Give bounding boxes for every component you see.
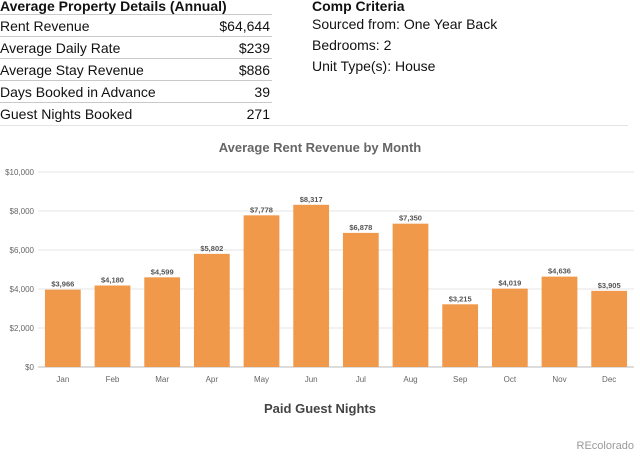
- y-tick-label: $2,000: [10, 324, 35, 333]
- bar-apr: [193, 253, 230, 367]
- chart-bars: [44, 204, 628, 367]
- bar-jan: [44, 289, 81, 367]
- x-tick-label: Nov: [552, 375, 566, 384]
- bar-dec: [591, 290, 628, 367]
- bar-value-label: $3,215: [449, 294, 472, 303]
- chart-y-axis: $0 $2,000 $4,000 $6,000 $8,000 $10,000: [5, 168, 34, 372]
- x-tick-label: Jan: [56, 375, 69, 384]
- x-tick-label: Feb: [106, 375, 120, 384]
- comp-criteria-title: Comp Criteria: [312, 0, 405, 14]
- bar-nov: [541, 276, 578, 367]
- bar-value-label: $5,802: [200, 244, 223, 253]
- details-title: Average Property Details (Annual): [0, 0, 227, 14]
- chart-gridlines: [38, 171, 634, 368]
- detail-value: $239: [238, 39, 270, 56]
- rent-revenue-chart: Average Rent Revenue by Month $0 $2,000 $4…: [5, 140, 634, 384]
- bar-value-label: $7,778: [250, 205, 273, 214]
- detail-label: Average Daily Rate: [0, 39, 121, 56]
- x-tick-label: Oct: [504, 375, 517, 384]
- bar-sep: [442, 304, 479, 367]
- x-tick-label: Sep: [453, 375, 468, 384]
- y-tick-label: $6,000: [10, 246, 35, 255]
- y-tick-label: $0: [25, 363, 34, 372]
- comp-criteria-unit-type: Unit Type(s): House: [312, 58, 436, 74]
- detail-row-average-stay-revenue: Average Stay Revenue $886: [0, 58, 272, 80]
- bar-value-label: $4,180: [101, 275, 124, 284]
- chart-x-axis: Jan Feb Mar Apr May Jun Jul Aug Sep Oct Nov Dec: [56, 375, 616, 384]
- bar-value-label: $8,317: [300, 195, 323, 204]
- paid-guest-nights-title: Paid Guest Nights: [264, 401, 376, 416]
- y-tick-label: $10,000: [5, 168, 34, 177]
- detail-label: Rent Revenue: [0, 17, 90, 34]
- bar-mar: [144, 277, 181, 367]
- x-tick-label: Aug: [403, 375, 417, 384]
- x-tick-label: Apr: [206, 375, 219, 384]
- comp-criteria-bedrooms: Bedrooms: 2: [312, 37, 392, 53]
- x-tick-label: Jun: [305, 375, 318, 384]
- bar-value-label: $4,599: [151, 267, 174, 276]
- detail-row-average-daily-rate: Average Daily Rate $239: [0, 36, 272, 58]
- section-divider: [0, 125, 628, 126]
- bar-jun: [293, 204, 330, 367]
- property-details-table: Average Property Details (Annual) Rent R…: [0, 0, 272, 124]
- x-tick-label: Mar: [155, 375, 169, 384]
- x-tick-label: Jul: [356, 375, 366, 384]
- bar-value-label: $4,636: [548, 267, 571, 276]
- bar-jul: [342, 232, 379, 367]
- detail-value: 271: [246, 105, 270, 122]
- detail-value: 39: [254, 83, 270, 100]
- y-tick-label: $4,000: [10, 285, 35, 294]
- bar-value-label: $3,905: [598, 281, 621, 290]
- y-tick-label: $8,000: [10, 207, 35, 216]
- bar-value-label: $7,350: [399, 214, 422, 223]
- comp-criteria: Comp Criteria Sourced from: One Year Bac…: [312, 0, 632, 77]
- detail-value: $886: [238, 61, 270, 78]
- detail-label: Days Booked in Advance: [0, 83, 156, 100]
- detail-label: Average Stay Revenue: [0, 61, 144, 78]
- bar-value-label: $3,966: [51, 280, 74, 289]
- detail-value: $64,644: [219, 17, 270, 34]
- detail-label: Guest Nights Booked: [0, 105, 133, 122]
- bar-value-label: $6,878: [349, 223, 372, 232]
- bar-aug: [392, 223, 429, 367]
- x-tick-label: Dec: [602, 375, 616, 384]
- detail-row-guest-nights-booked: Guest Nights Booked 271: [0, 102, 272, 124]
- chart-data-labels: $3,966 $4,180 $4,599 $5,802 $7,778 $8,317 $6,8…: [51, 195, 620, 303]
- brand-watermark: REcolorado: [576, 440, 634, 452]
- x-tick-label: May: [254, 375, 269, 384]
- comp-criteria-source: Sourced from: One Year Back: [312, 16, 498, 32]
- detail-row-days-booked-in-advance: Days Booked in Advance 39: [0, 80, 272, 102]
- bar-may: [243, 215, 280, 367]
- bar-feb: [94, 285, 131, 367]
- chart-title: Average Rent Revenue by Month: [219, 140, 422, 155]
- detail-row-rent-revenue: Rent Revenue $64,644: [0, 14, 272, 36]
- bar-value-label: $4,019: [498, 279, 521, 288]
- bar-oct: [491, 288, 528, 367]
